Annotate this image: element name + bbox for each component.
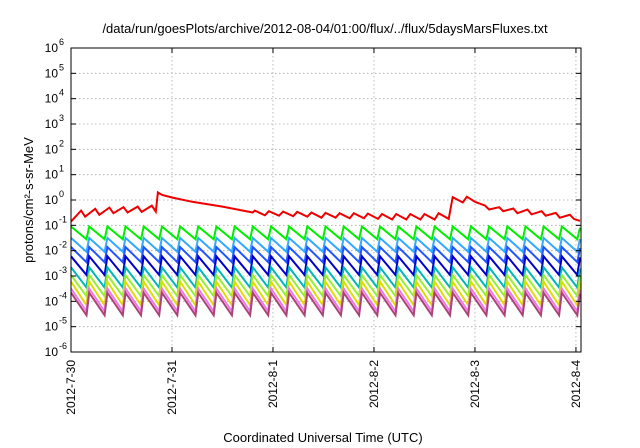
y-tick-exponent: 5 — [59, 62, 64, 72]
y-tick-label: 10 — [45, 294, 59, 308]
y-tick-label: 10 — [45, 244, 59, 258]
y-tick-exponent: 6 — [59, 37, 64, 47]
series-line-5 — [70, 253, 581, 278]
x-tick-layer: 2012-7-30 2012-7-31 2012-8-1 2012-8-2 2012-8… — [64, 48, 583, 415]
series-line-1 — [70, 190, 581, 223]
series-line-4 — [70, 244, 581, 265]
x-tick-label: 2012-8-1 — [266, 360, 280, 408]
y-tick-exponent: -6 — [59, 341, 67, 351]
x-tick-label: 2012-7-31 — [165, 360, 179, 415]
y-axis-label: protons/cm²-s-sr-MeV — [21, 137, 36, 263]
y-tick-label: 10 — [45, 92, 59, 106]
y-tick-label: 10 — [45, 41, 59, 55]
y-tick-exponent: 3 — [59, 113, 64, 123]
y-tick-label: 10 — [45, 269, 59, 283]
y-tick-label: 10 — [45, 193, 59, 207]
x-tick-label: 2012-8-2 — [367, 360, 381, 408]
y-tick-exponent: 1 — [59, 164, 64, 174]
series-line-2 — [70, 224, 581, 242]
y-tick-label: 10 — [45, 168, 59, 182]
y-tick-label: 10 — [45, 345, 59, 359]
y-tick-label: 10 — [45, 218, 59, 232]
y-tick-layer: 10 -610 -510 -410 -310 -210 -110 010 110 210 310 41… — [45, 37, 581, 359]
y-tick-label: 10 — [45, 66, 59, 80]
y-tick-label: 10 — [45, 117, 59, 131]
y-tick-exponent: 2 — [59, 138, 64, 148]
y-tick-exponent: 0 — [59, 189, 64, 199]
series-line-6 — [70, 264, 581, 291]
y-tick-label: 10 — [45, 142, 59, 156]
y-tick-label: 10 — [45, 320, 59, 334]
series-layer — [70, 190, 581, 319]
y-tick-exponent: -4 — [59, 290, 67, 300]
y-tick-exponent: -5 — [59, 316, 67, 326]
x-tick-label: 2012-7-30 — [64, 360, 78, 415]
series-line-3 — [70, 235, 581, 254]
x-axis-label: Coordinated Universal Time (UTC) — [223, 430, 422, 445]
y-tick-exponent: -3 — [59, 265, 67, 275]
y-tick-exponent: -2 — [59, 240, 67, 250]
x-tick-label: 2012-8-3 — [468, 360, 482, 408]
y-tick-exponent: 4 — [59, 88, 64, 98]
series-line-10 — [70, 289, 581, 319]
y-tick-exponent: -1 — [59, 214, 67, 224]
x-tick-label: 2012-8-4 — [569, 360, 583, 408]
chart-title: /data/run/goesPlots/archive/2012-08-04/0… — [102, 21, 548, 36]
